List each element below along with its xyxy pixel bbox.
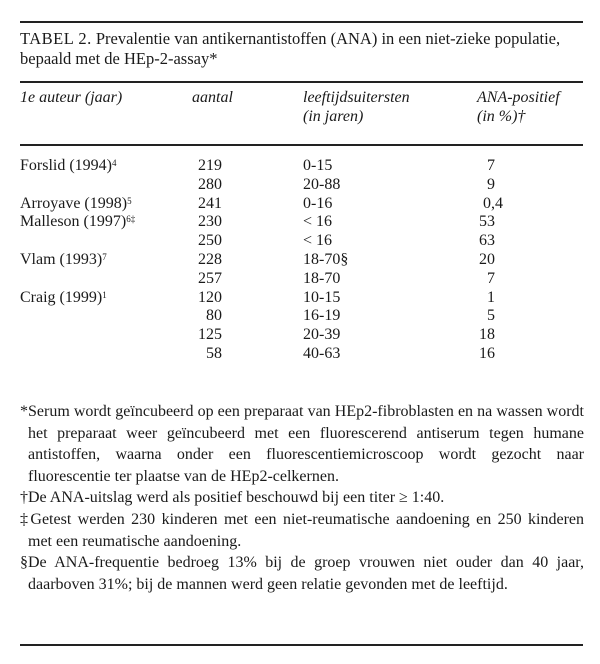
header-count-label: aantal <box>192 89 233 106</box>
cell-author: Malleson (1997)6‡ <box>20 213 135 232</box>
cell-age-range: 20-39 <box>303 326 341 344</box>
cell-ana-positive: 1 <box>487 288 495 306</box>
table-row: 80 16-19 5 <box>0 307 600 326</box>
cell-ana-positive: 0,4 <box>483 194 503 212</box>
cell-ana-positive: 53 <box>479 213 495 231</box>
cell-count: 219 <box>198 157 222 174</box>
reference-number: 4 <box>112 158 117 168</box>
footnote: §De ANA-frequentie bedroeg 13% bij de gr… <box>20 554 584 593</box>
header-ana-line2: (in %)† <box>477 108 526 125</box>
cell-ana-positive: 9 <box>487 175 495 193</box>
footnote: †De ANA-uitslag werd als positief bescho… <box>20 489 445 507</box>
header-age-line2: (in jaren) <box>303 108 364 125</box>
cell-count: 241 <box>198 194 222 212</box>
cell-age-range: < 16 <box>303 213 333 231</box>
cell-ana-positive: 5 <box>487 307 495 325</box>
reference-number: 1 <box>102 289 107 300</box>
header-age-line1: leeftijdsuitersten <box>303 89 410 106</box>
cell-age-range: 0-16 <box>303 194 333 212</box>
cell-count: 250 <box>198 232 222 250</box>
table-row: Vlam (1993)7 228 18-70§ 20 <box>0 251 600 270</box>
table-row: 250 < 16 63 <box>0 232 600 251</box>
header-age: leeftijdsuitersten (in jaren) <box>303 88 410 126</box>
bottom-rule <box>20 644 583 646</box>
cell-ana-positive: 16 <box>479 344 495 362</box>
cell-age-range: 16-19 <box>303 307 341 325</box>
top-rule <box>20 21 583 23</box>
table-row: 125 20-39 18 <box>0 326 600 345</box>
header-ana: ANA-positief (in %)† <box>477 88 560 126</box>
footnote: ‡Getest werden 230 kinderen met een niet… <box>20 510 584 550</box>
cell-age-range: 20-88 <box>303 175 341 193</box>
header-author-label: 1e auteur (jaar) <box>20 89 123 106</box>
author-name: Arroyave (1998) <box>20 194 128 212</box>
author-name: Malleson (1997) <box>20 213 127 231</box>
cell-count: 280 <box>198 175 222 193</box>
table-caption-text: Prevalentie van antikernantistoffen (ANA… <box>20 29 561 68</box>
cell-ana-positive: 7 <box>487 269 495 287</box>
table-label: TABEL 2. <box>20 29 92 48</box>
cell-age-range: 18-70 <box>303 269 341 287</box>
cell-age-range: 40-63 <box>303 344 341 362</box>
cell-count: 80 <box>206 307 222 325</box>
table-row: 280 20-88 9 <box>0 176 600 195</box>
cell-count: 125 <box>198 326 222 344</box>
header-author: 1e auteur (jaar) <box>20 88 122 107</box>
cell-count: 228 <box>198 250 222 268</box>
table-row: Arroyave (1998)5 241 0-16 0,4 <box>0 195 600 214</box>
cell-ana-positive: 20 <box>479 250 495 268</box>
cell-count: 230 <box>198 213 222 231</box>
table-row: Craig (1999)1 120 10-15 1 <box>0 289 600 308</box>
footnotes: *Serum wordt geïncubeerd op een preparaa… <box>20 401 584 595</box>
header-rule <box>20 144 583 146</box>
cell-count: 58 <box>206 344 222 362</box>
cell-author: Arroyave (1998)5 <box>20 195 132 214</box>
cell-ana-positive: 7 <box>487 157 495 174</box>
cell-ana-positive: 18 <box>479 326 495 344</box>
table-caption: TABEL 2. Prevalentie van antikernantisto… <box>20 29 585 69</box>
cell-author: Vlam (1993)7 <box>20 251 107 270</box>
caption-rule <box>20 81 583 83</box>
cell-ana-positive: 63 <box>479 232 495 250</box>
cell-count: 120 <box>198 288 222 306</box>
cell-author: Craig (1999)1 <box>20 289 107 308</box>
cell-author: Forslid (1994)4 <box>20 157 117 176</box>
footnote: *Serum wordt geïncubeerd op een preparaa… <box>20 403 584 485</box>
table-row: Malleson (1997)6‡ 230 < 16 53 <box>0 213 600 232</box>
cell-age-range: < 16 <box>303 232 333 250</box>
header-ana-line1: ANA-positief <box>477 89 560 106</box>
cell-age-range: 18-70§ <box>303 250 349 268</box>
table-row: Forslid (1994)4 219 0-15 7 <box>0 157 600 176</box>
author-name: Vlam (1993) <box>20 250 103 268</box>
table-row: 58 40-63 16 <box>0 345 600 364</box>
author-name: Craig (1999) <box>20 288 103 306</box>
cell-age-range: 0-15 <box>303 157 333 174</box>
cell-age-range: 10-15 <box>303 288 341 306</box>
reference-number: 6‡ <box>126 214 136 225</box>
cell-count: 257 <box>198 269 222 287</box>
reference-number: 7 <box>102 251 107 262</box>
header-count: aantal <box>192 88 233 107</box>
table-body: Forslid (1994)4 219 0-15 7 280 20-88 9 Arroyave… <box>0 157 600 364</box>
reference-number: 5 <box>127 195 132 206</box>
table-row: 257 18-70 7 <box>0 270 600 289</box>
author-name: Forslid (1994) <box>20 157 112 174</box>
